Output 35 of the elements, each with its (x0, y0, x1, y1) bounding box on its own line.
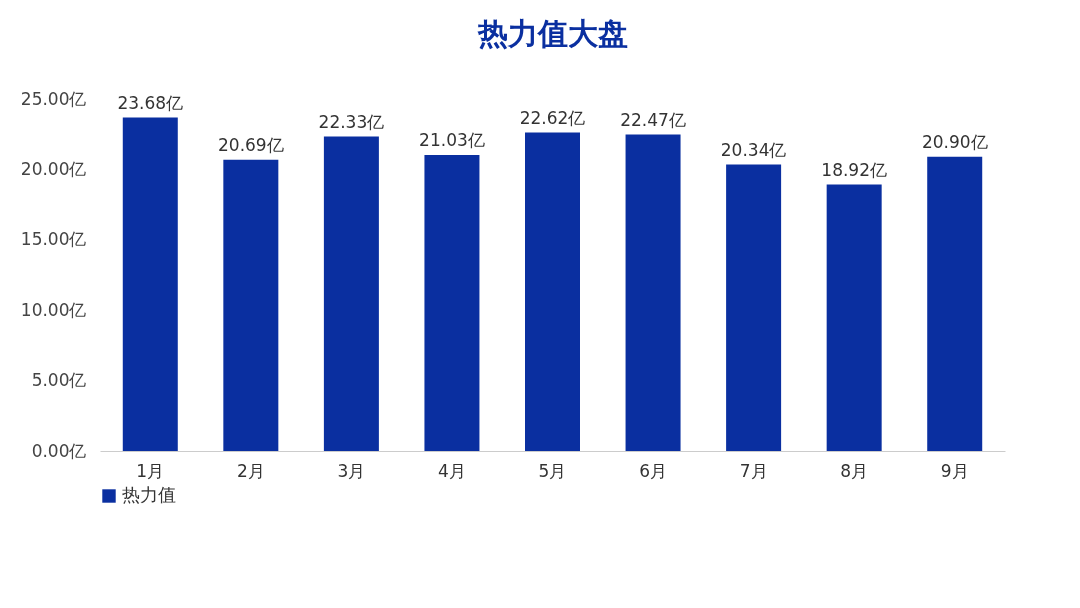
y-tick-label: 5.00亿 (31, 370, 87, 391)
x-tick-label: 4月 (438, 460, 466, 481)
data-label: 23.68亿 (117, 92, 184, 113)
y-tick-label: 20.00亿 (20, 158, 87, 179)
data-label: 20.34亿 (720, 139, 787, 160)
bar (726, 164, 782, 451)
bar (625, 134, 681, 451)
bar (323, 136, 379, 451)
y-tick-label: 10.00亿 (20, 299, 87, 320)
bar (122, 117, 178, 451)
x-tick-label: 7月 (739, 460, 768, 481)
x-tick-label: 6月 (639, 460, 667, 481)
x-tick-label: 5月 (538, 460, 567, 481)
data-label: 20.69亿 (218, 134, 284, 155)
data-label: 20.90亿 (921, 131, 988, 152)
bar (424, 154, 480, 451)
data-label: 22.47亿 (620, 109, 686, 130)
y-tick-label: 0.00亿 (31, 440, 87, 461)
data-label: 21.03亿 (419, 129, 485, 150)
chart-title: 热力值大盘 (476, 16, 628, 51)
y-tick-label: 25.00亿 (20, 88, 87, 109)
bar (525, 132, 580, 451)
data-label: 22.62亿 (519, 107, 586, 128)
x-tick-label: 8月 (840, 460, 869, 481)
bar (223, 159, 279, 451)
x-tick-label: 9月 (940, 460, 969, 481)
y-tick-label: 15.00亿 (20, 229, 87, 250)
bar (927, 156, 983, 451)
x-tick-label: 1月 (136, 460, 165, 481)
x-tick-label: 2月 (236, 460, 265, 481)
data-label: 18.92亿 (821, 159, 887, 180)
bar (826, 184, 882, 451)
x-tick-label: 3月 (337, 460, 366, 481)
legend-label: 热力值 (122, 484, 176, 505)
data-label: 22.33亿 (318, 111, 385, 132)
